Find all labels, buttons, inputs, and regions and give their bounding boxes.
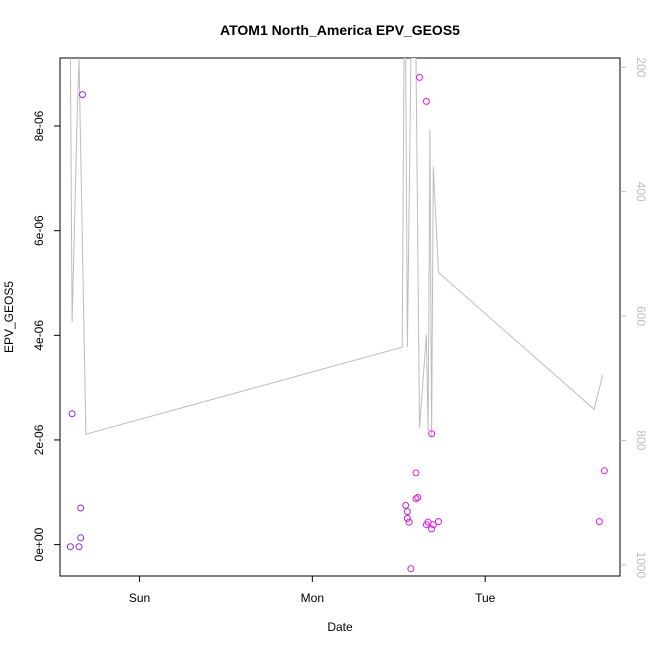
data-point: [75, 543, 83, 551]
data-point: [68, 410, 76, 418]
x-axis-label: Date: [327, 620, 353, 634]
x-tick-label: Tue: [475, 591, 496, 605]
chart-title: ATOM1 North_America EPV_GEOS5: [220, 22, 460, 38]
y-tick-label: 0e+00: [32, 527, 46, 561]
x-tick-label: Mon: [301, 591, 324, 605]
right-tick-label: 600: [634, 306, 648, 326]
data-point: [412, 495, 420, 503]
pressure-line: [69, 58, 604, 438]
data-point: [66, 543, 74, 551]
data-point: [435, 518, 442, 526]
data-point: [416, 73, 423, 81]
plot-frame: [59, 57, 621, 577]
data-point: [79, 91, 86, 99]
data-point: [403, 508, 411, 516]
y-tick-label: 2e-06: [32, 424, 46, 455]
data-point: [429, 521, 437, 529]
data-point: [77, 534, 85, 542]
data-point: [407, 565, 415, 573]
data-point: [600, 467, 608, 475]
data-point: [428, 525, 436, 533]
right-tick-label: 1000: [634, 551, 648, 578]
data-point: [403, 514, 411, 522]
y-axis-label: EPV_GEOS5: [2, 281, 16, 353]
x-axis: Sun Mon Tue: [129, 576, 496, 605]
right-tick-label: 400: [634, 182, 648, 202]
right-tick-label: 200: [634, 57, 648, 77]
data-point: [405, 518, 413, 526]
right-tick-label: 800: [634, 430, 648, 450]
x-tick-label: Sun: [129, 591, 150, 605]
data-point: [428, 430, 436, 438]
data-point: [412, 469, 420, 477]
data-point: [422, 97, 430, 105]
epv-series: [66, 73, 608, 573]
y-axis: 0e+00 2e-06 4e-06 6e-06 8e-06: [32, 110, 60, 561]
data-point: [77, 504, 85, 512]
data-point: [595, 518, 603, 526]
y-tick-label: 6e-06: [32, 215, 46, 246]
pressure-series: [69, 58, 604, 438]
data-point: [414, 494, 422, 501]
y-tick-label: 4e-06: [32, 320, 46, 351]
y-tick-label: 8e-06: [32, 110, 46, 141]
data-point: [402, 501, 410, 509]
right-axis: 200 400 600 800 1000: [620, 57, 648, 578]
